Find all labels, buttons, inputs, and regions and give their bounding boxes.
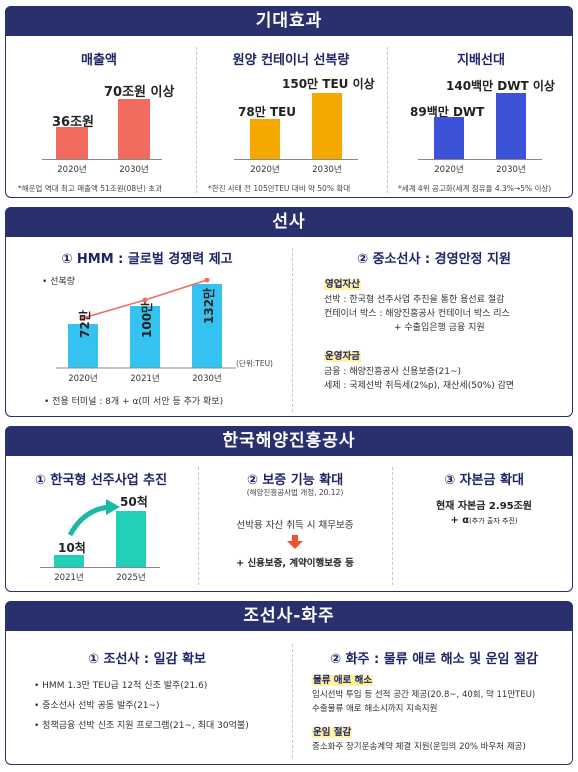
- shipowner-2025-value: 50척: [120, 495, 148, 509]
- shipbuilder-line-1: • HMM 1.3만 TEU급 12척 신조 발주(21.6): [34, 681, 208, 691]
- operating-funds-heading: 운영자금: [324, 351, 361, 362]
- guarantee-line-2: + 신용보증, 계약이행보증 등: [236, 558, 354, 569]
- hmm-bar-2020: [68, 324, 98, 368]
- shipowner-2021-value: 10척: [58, 541, 86, 555]
- hmm-label-2030: 132만: [202, 287, 216, 324]
- guarantee-subtitle: (해양진흥공사법 개정, 20.12): [246, 488, 344, 497]
- revenue-2020-bar: [56, 127, 88, 159]
- shipowner-axis: [40, 567, 160, 568]
- hmm-year-2030: 2030년: [192, 374, 222, 384]
- arrow-down-icon: [287, 535, 303, 549]
- fleet-axis: [418, 159, 542, 160]
- container-axis: [234, 159, 358, 160]
- container-year-2020: 2020년: [250, 165, 280, 175]
- capital-additional: + α(추가 출자 추진): [450, 515, 518, 526]
- fleet-year-2030: 2030년: [496, 165, 526, 175]
- shipbuilder-line-2: • 중소선사 선박 공동 발주(21~): [34, 701, 160, 711]
- section-expected-effects: 기대효과 매출액 36조원 70조원 이상 2020년 2030년 *해운업 역…: [5, 6, 573, 198]
- shipowner-2021-bar: [54, 555, 84, 567]
- shipbuilder-title: ① 조선사 : 일감 확보: [87, 652, 207, 667]
- shipowner-year-2021: 2021년: [54, 573, 84, 583]
- sme-line-finance: 금융 : 해양진흥공사 신용보증(21~): [324, 367, 461, 377]
- container-year-2030: 2030년: [312, 165, 342, 175]
- revenue-title: 매출액: [81, 53, 117, 68]
- section-title: 선사: [5, 207, 573, 237]
- operating-assets-heading: 영업자산: [324, 279, 361, 290]
- shipowner-year-2025: 2025년: [116, 573, 146, 583]
- section-title: 기대효과: [5, 6, 573, 36]
- fleet-2020-value: 89백만 DWT: [410, 105, 485, 119]
- sme-line-tax: 세제 : 국제선박 취득세(2%p), 재산세(50%) 감면: [324, 381, 515, 391]
- hmm-label-2021: 100만: [140, 301, 154, 338]
- guarantee-title: ② 보증 기능 확대: [246, 473, 344, 488]
- section-shipping-lines: 선사 ① HMM : 글로벌 경쟁력 제고 • 선복량 72만 100만 132…: [5, 207, 573, 417]
- freight-heading: 운임 절감: [312, 727, 353, 738]
- container-2020-bar: [250, 119, 280, 159]
- fleet-2030-bar: [496, 93, 526, 159]
- hmm-bar-2030: [192, 284, 222, 368]
- fleet-title: 지배선대: [457, 53, 505, 68]
- revenue-2030-bar: [118, 99, 150, 159]
- fleet-year-2020: 2020년: [434, 165, 464, 175]
- fleet-note: *세계 4위 공고화(세계 점유율 4.3%→5% 이상): [398, 184, 552, 193]
- hmm-year-2021: 2021년: [130, 374, 160, 384]
- sme-line-container: 컨테이너 박스 : 해양진흥공사 컨테이너 박스 리스: [324, 309, 510, 319]
- container-2020-value: 78만 TEU: [238, 105, 297, 119]
- fleet-2030-value: 140백만 DWT 이상: [446, 79, 555, 93]
- revenue-note: *해운업 역대 최고 매출액 51조원(08년) 초과: [18, 184, 163, 193]
- hmm-terminal-note: • 전용 터미널 : 8개 + α(미 서안 등 추가 확보): [44, 397, 224, 407]
- growth-arrow-icon: [67, 499, 120, 537]
- shipper-line-2: 수출물류 애로 해소시까지 지속지원: [312, 704, 438, 714]
- section-title: 조선사-화주: [5, 601, 573, 631]
- sme-line-exim: + 수출입은행 금융 지원: [394, 323, 485, 333]
- shipper-line-3: 중소화주 장기운송계약 체결 지원(운임의 20% 바우처 제공): [312, 742, 526, 752]
- hmm-year-2020: 2020년: [68, 374, 98, 384]
- shipowner-title: ① 한국형 선주사업 추진: [34, 473, 168, 488]
- revenue-year-2020: 2020년: [57, 165, 87, 175]
- container-2030-bar: [312, 93, 342, 159]
- shipbuilder-line-3: • 정책금융 선박 신조 지원 프로그램(21~, 최대 30억불): [34, 721, 249, 731]
- section-kobc: 한국해양진흥공사 ① 한국형 선주사업 추진 10척 50척 2021년 202…: [5, 426, 573, 592]
- hmm-label-2020: 72만: [78, 310, 92, 338]
- container-capacity-title: 원양 컨테이너 선복량: [232, 53, 350, 68]
- revenue-2030-value: 70조원 이상: [104, 85, 175, 100]
- hmm-capacity-chart: [56, 278, 236, 369]
- shipper-line-1: 임시선박 투입 등 선적 공간 제공(20.8~, 40회, 약 11만TEU): [312, 690, 536, 700]
- capacity-legend: • 선복량: [42, 277, 76, 287]
- hmm-unit: (단위:TEU): [236, 359, 273, 368]
- revenue-axis: [42, 159, 162, 160]
- fleet-2020-bar: [434, 117, 464, 159]
- section-title: 한국해양진흥공사: [5, 426, 573, 456]
- revenue-2020-value: 36조원: [52, 115, 95, 130]
- capital-title: ③ 자본금 확대: [444, 473, 524, 488]
- logistics-heading: 물류 애로 해소: [312, 675, 374, 686]
- guarantee-line-1: 선박용 자산 취득 시 채무보증: [236, 520, 354, 531]
- shipper-title: ② 화주 : 물류 애로 해소 및 운임 절감: [330, 652, 538, 667]
- container-2030-value: 150만 TEU 이상: [282, 77, 375, 91]
- hmm-title: ① HMM : 글로벌 경쟁력 제고: [61, 252, 233, 267]
- revenue-year-2030: 2030년: [119, 165, 149, 175]
- shipowner-2025-bar: [116, 511, 146, 567]
- container-note: *한진 사태 전 105만TEU 대비 약 50% 확대: [208, 184, 351, 193]
- sme-title: ② 중소선사 : 경영안정 지원: [357, 252, 511, 267]
- hmm-bar-2021: [130, 306, 160, 368]
- section-shipbuilders-shippers: 조선사-화주 ① 조선사 : 일감 확보 • HMM 1.3만 TEU급 12척…: [5, 601, 573, 765]
- capital-current: 현재 자본금 2.95조원: [435, 501, 533, 512]
- sme-line-vessel: 선박 : 한국형 선주사업 추진을 통한 용선료 절감: [324, 295, 505, 305]
